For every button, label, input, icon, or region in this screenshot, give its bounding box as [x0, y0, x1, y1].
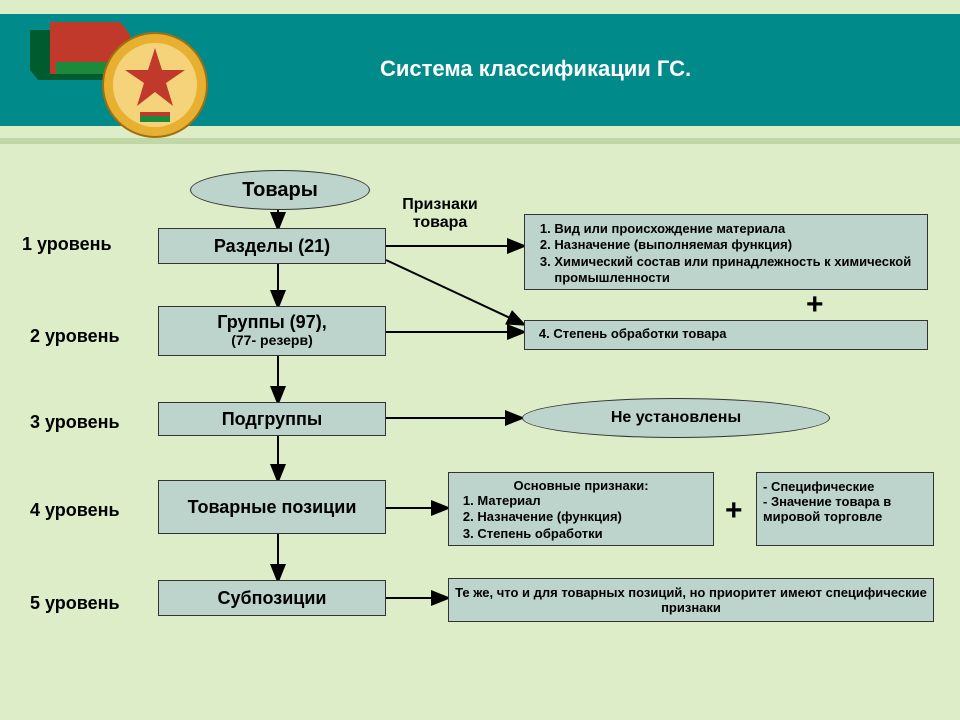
level-5-label: 5 уровень [30, 593, 120, 614]
info1-item: Химический состав или принадлежность к х… [554, 254, 921, 287]
node-notset: Не установлены [522, 398, 830, 438]
info4-line: - Значение товара в мировой торговле [763, 494, 927, 524]
plus-1: + [806, 288, 824, 322]
features-label: Признаки товара [380, 196, 500, 232]
level-2-label: 2 уровень [30, 326, 120, 347]
info3-item: Назначение (функция) [477, 509, 708, 525]
info-box-2: Степень обработки товара [524, 320, 928, 350]
header-emblem [100, 30, 210, 140]
info4-line: - Специфические [763, 479, 927, 494]
info-box-3: Основные признаки: МатериалНазначение (ф… [448, 472, 714, 546]
level-3-label: 3 уровень [30, 412, 120, 433]
info-box-5-text: Те же, что и для товарных позиций, но пр… [455, 585, 927, 615]
info1-item: Назначение (выполняемая функция) [554, 237, 921, 253]
plus-2: + [725, 494, 743, 528]
info1-item: Вид или происхождение материала [554, 221, 921, 237]
info2-item: Степень обработки товара [553, 326, 922, 342]
node-goods: Товары [190, 170, 370, 210]
node-positions: Товарные позиции [158, 480, 386, 534]
level-1-label: 1 уровень [22, 234, 112, 255]
level-4-label: 4 уровень [30, 500, 120, 521]
info3-item: Материал [477, 493, 708, 509]
info-box-3-title: Основные признаки: [454, 478, 708, 493]
node-sections: Разделы (21) [158, 228, 386, 264]
info-box-4: - Специфические- Значение товара в миров… [756, 472, 934, 546]
node-subpositions: Субпозиции [158, 580, 386, 616]
node-groups-sub: (77- резерв) [217, 333, 326, 348]
node-groups: Группы (97), (77- резерв) [158, 306, 386, 356]
info-box-1: Вид или происхождение материалаНазначени… [524, 214, 928, 290]
node-subgroups: Подгруппы [158, 402, 386, 436]
page-title: Система классификации ГС. [380, 56, 691, 82]
info3-item: Степень обработки [477, 526, 708, 542]
info-box-5: Те же, что и для товарных позиций, но пр… [448, 578, 934, 622]
